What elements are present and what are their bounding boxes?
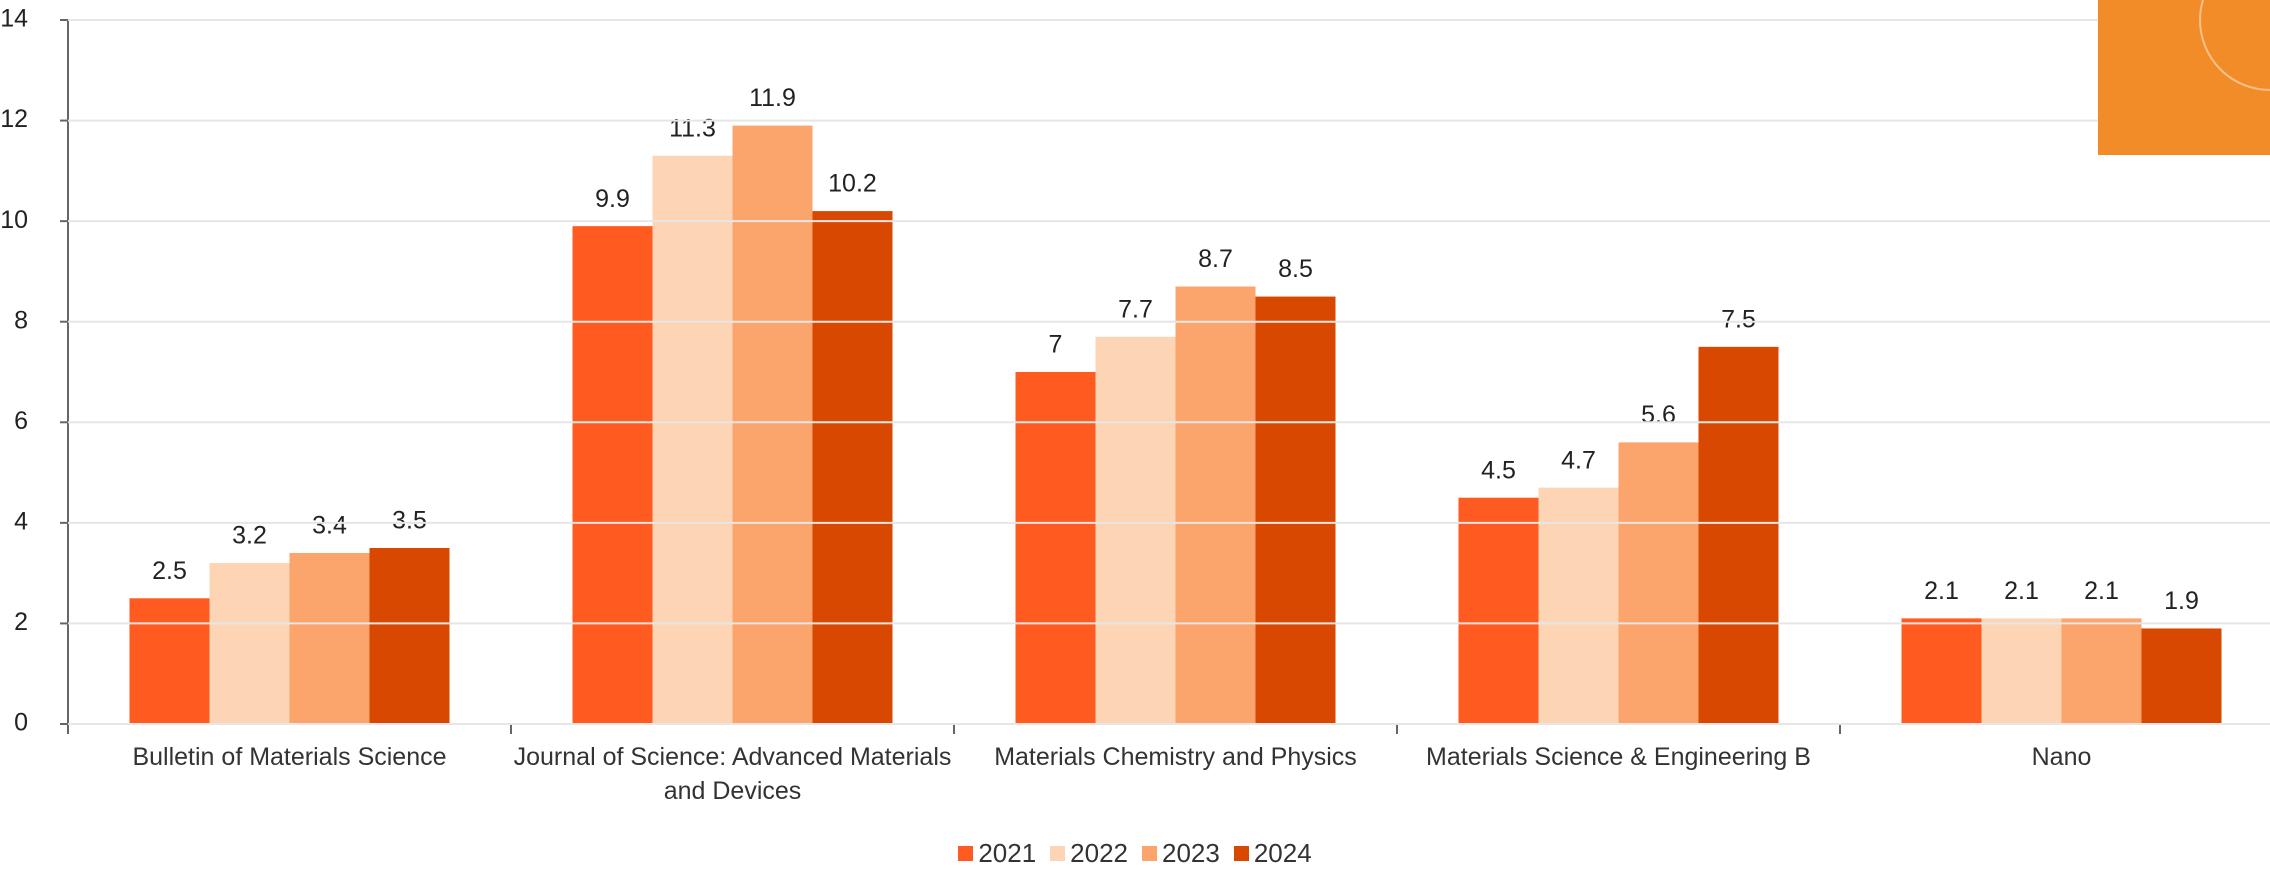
legend: 2021 2022 2023 2024 [0, 838, 2270, 869]
legend-label: 2023 [1162, 838, 1220, 868]
data-label: 7.7 [1118, 295, 1153, 323]
y-tick-label: 14 [0, 5, 28, 33]
data-label: 11.3 [669, 114, 716, 142]
bar [1095, 336, 1176, 724]
data-label: 8.5 [1278, 255, 1313, 283]
legend-item: 2022 [1050, 838, 1128, 869]
bar [369, 548, 450, 724]
bar [1458, 497, 1539, 724]
bar [209, 563, 290, 724]
y-tick-label: 6 [14, 407, 28, 435]
bar [1698, 346, 1779, 724]
y-tick-label: 2 [14, 608, 28, 636]
legend-item: 2023 [1142, 838, 1220, 869]
data-label: 10.2 [828, 170, 877, 198]
bar [1015, 372, 1096, 724]
bar [129, 598, 210, 724]
x-tick-label: Materials Chemistry and Physics [994, 743, 1357, 771]
data-label: 8.7 [1198, 245, 1233, 273]
legend-item: 2024 [1233, 838, 1312, 869]
bar [289, 553, 370, 724]
data-label: 7.5 [1721, 305, 1756, 333]
data-label: 5.6 [1641, 401, 1676, 429]
y-tick-label: 4 [14, 507, 28, 535]
legend-swatch [1142, 846, 1157, 861]
bar [1175, 286, 1256, 724]
legend-label: 2024 [1253, 838, 1312, 868]
legend-swatch [958, 846, 974, 861]
x-tick-label: Journal of Science: Advanced Materials a… [513, 743, 952, 805]
bar [1618, 442, 1699, 724]
bar [652, 155, 733, 724]
bar [1901, 618, 1982, 724]
legend-item: 2021 [958, 838, 1036, 869]
bar [732, 125, 813, 725]
logo-box [2098, 0, 2270, 155]
data-label: 2.1 [2004, 577, 2039, 605]
data-label: 1.9 [2164, 587, 2199, 615]
bar [2061, 618, 2142, 724]
bar [812, 211, 893, 725]
data-label: 3.4 [312, 512, 347, 540]
legend-swatch [1233, 846, 1249, 861]
legend-label: 2021 [978, 838, 1037, 868]
y-tick-label: 10 [0, 206, 28, 234]
y-tick-label: 8 [14, 306, 28, 334]
bar [572, 226, 653, 724]
bar [2141, 628, 2222, 724]
data-label: 7 [1049, 331, 1063, 359]
x-tick-label: Nano [2031, 743, 2092, 771]
bar [1538, 487, 1619, 724]
data-label: 9.9 [595, 185, 630, 213]
data-label: 2.5 [152, 557, 187, 585]
y-tick-label: 12 [0, 105, 28, 133]
data-label: 4.7 [1561, 446, 1596, 474]
x-tick-label: Materials Science & Engineering B [1426, 743, 1811, 771]
data-label: 4.5 [1481, 456, 1516, 484]
bar [1255, 296, 1336, 724]
data-label: 2.1 [2084, 577, 2119, 605]
x-tick-label: Bulletin of Materials Science [132, 743, 447, 771]
bar [1981, 618, 2062, 724]
logo-emblem [2199, 0, 2270, 91]
y-tick-label: 0 [14, 709, 28, 737]
data-label: 11.9 [749, 84, 796, 112]
data-label: 3.2 [232, 522, 267, 550]
legend-swatch [1050, 846, 1066, 861]
legend-label: 2022 [1070, 838, 1128, 868]
data-label: 3.5 [392, 507, 427, 535]
data-label: 2.1 [1924, 577, 1959, 605]
